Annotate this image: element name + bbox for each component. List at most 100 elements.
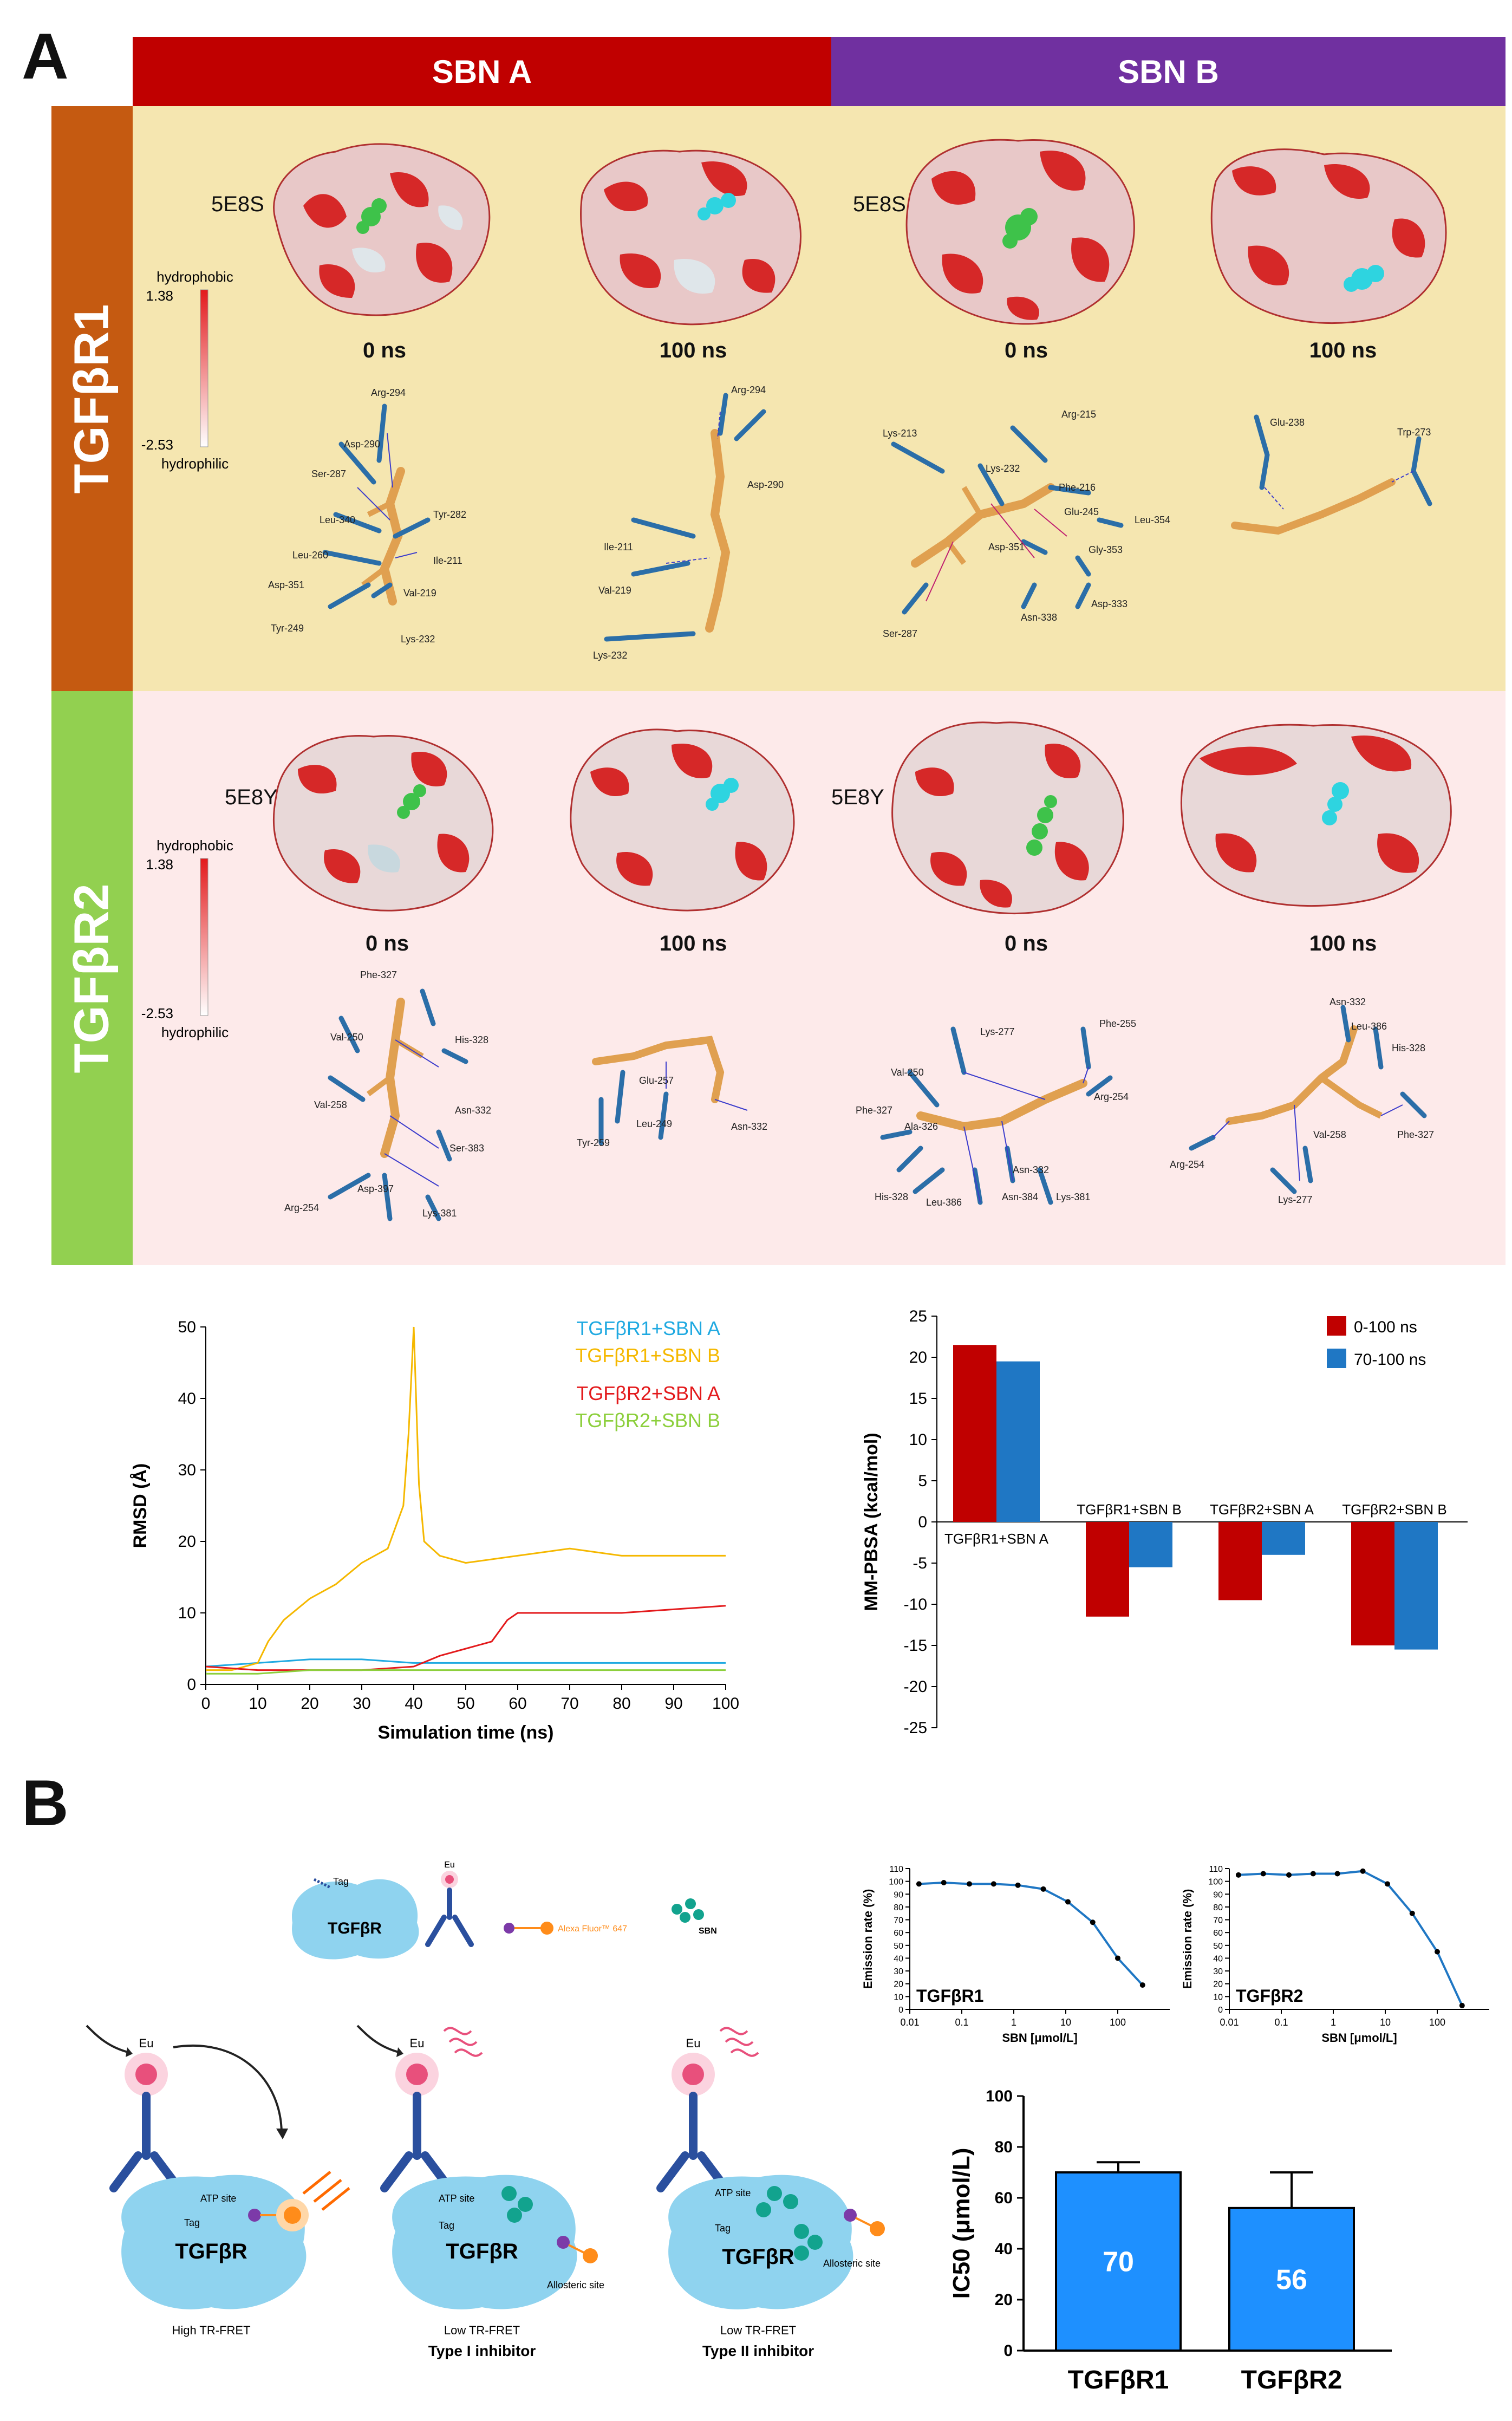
data-point: [1310, 1871, 1316, 1877]
time-label-r1-a-100: 100 ns: [659, 339, 727, 362]
x-tick-label: 30: [353, 1695, 370, 1713]
x-tick-label: 50: [457, 1695, 474, 1713]
residue: Asp-351: [988, 542, 1025, 552]
protein-surface-r1-a-0ns: [273, 143, 491, 316]
residue: Ser-383: [449, 1143, 485, 1154]
x-tick-label: 100: [1110, 2017, 1126, 2028]
residue: Phe-327: [360, 969, 397, 980]
scheme3-atp: ATP site: [715, 2188, 751, 2198]
y-tick-label: 40: [178, 1390, 196, 1408]
legend-dye: Alexa Fluor™ 647: [558, 1924, 627, 1934]
legend-entry: TGFβR1+SBN B: [575, 1344, 720, 1366]
residue: Asp-397: [357, 1183, 394, 1194]
residue: Asn-332: [1013, 1164, 1050, 1175]
time-label-r1-a-0: 0 ns: [362, 339, 407, 362]
y-tick-label: 90: [1213, 1890, 1223, 1899]
x-tick-label: 70: [561, 1695, 578, 1713]
scheme2-title: Type I inhibitor: [428, 2342, 536, 2359]
residue: Glu-257: [639, 1075, 674, 1086]
residue: Asn-332: [455, 1105, 492, 1116]
residue: Gly-353: [1089, 544, 1123, 555]
y-tick-label: -25: [904, 1719, 927, 1737]
interaction-r2-a-100ns: Glu-257 Tyr-259 Leu-249 Asn-332: [569, 1013, 796, 1219]
residue: Ser-287: [883, 628, 918, 639]
x-tick-label: 0.01: [900, 2017, 919, 2028]
y-axis-label: MM‑PBSA (kcal/mol): [861, 1433, 882, 1611]
x-tick-label: 0.1: [1274, 2017, 1288, 2028]
category-label: TGFβR1: [1068, 2366, 1169, 2394]
interaction-r2-b-100ns: Asn-332 Leu-386 His-328 Phe-327 Val-258 …: [1170, 997, 1473, 1257]
pdb-label-r1-b: 5E8S: [853, 192, 906, 216]
residue: Asp-351: [268, 580, 305, 590]
row-label-tgfbr1: TGFβR1: [51, 106, 133, 691]
x-axis-label: Simulation time (ns): [378, 1722, 554, 1743]
x-tick-label: 40: [405, 1695, 422, 1713]
ic50-bar: [1228, 2207, 1355, 2352]
protein-surface-r2-a-100ns: [570, 728, 795, 912]
data-point: [1115, 1955, 1120, 1961]
y-tick-label: 70: [1213, 1916, 1223, 1925]
scheme3-title: Type II inhibitor: [702, 2342, 814, 2359]
residue: Asp-290: [747, 479, 784, 490]
category-label: TGFβR2+SBN B: [1342, 1501, 1446, 1518]
residue: Glu-245: [1064, 506, 1099, 517]
header-sbn-b: SBN B: [831, 37, 1506, 106]
data-point: [1409, 1910, 1415, 1916]
scheme2-caption: Low TR-FRET: [444, 2324, 520, 2337]
y-tick-label: 40: [995, 2240, 1013, 2258]
data-point: [1139, 1982, 1145, 1988]
residue: Asn-332: [1329, 997, 1366, 1007]
x-tick-label: 10: [249, 1695, 266, 1713]
residue: Asn-384: [1002, 1192, 1039, 1202]
interaction-r1-a-0ns: Arg-294 Asp-290 Ser-287 Leu-340 Tyr-282 …: [255, 379, 509, 682]
time-label-r1-b-0: 0 ns: [1004, 339, 1048, 362]
data-point: [990, 1881, 996, 1887]
mmpbsa-bar-chart: 25 20 15 10 5 0 -5 -10 -15 -20 -25 MM‑PBSA (kcal/mo…: [861, 1307, 1468, 1737]
data-point: [1384, 1881, 1390, 1887]
x-tick-label: 10: [1060, 2017, 1071, 2028]
cb2-bottom-value: -2.53: [141, 1005, 173, 1021]
cb1-bottom-label: hydrophilic: [161, 455, 229, 472]
residue: Val-219: [598, 585, 631, 596]
residue: Lys-232: [986, 463, 1020, 474]
residue: Arg-254: [1170, 1159, 1205, 1170]
y-tick-label: 50: [894, 1942, 903, 1951]
y-tick-label: -15: [904, 1637, 927, 1655]
legend-tag: Tag: [333, 1876, 349, 1887]
residue: Glu-238: [1270, 417, 1305, 428]
legend-swatch: [1327, 1316, 1346, 1336]
row-label-tgfbr2: TGFβR2: [51, 691, 133, 1265]
y-tick-label: 90: [894, 1890, 903, 1899]
x-axis-label: SBN [μmol/L]: [1002, 2031, 1077, 2045]
y-tick-label: 30: [178, 1461, 196, 1479]
scheme-high-fret: Eu TGFβR ATP site Tag High TR-FRET: [86, 2025, 350, 2337]
residue: Tyr-249: [271, 623, 304, 634]
residue: Lys-277: [980, 1026, 1015, 1037]
scheme1-eu: Eu: [139, 2036, 154, 2050]
x-tick-label: 0: [201, 1695, 211, 1713]
category-label: TGFβR1+SBN B: [1077, 1501, 1181, 1518]
data-point: [1235, 1872, 1241, 1878]
cb2-bottom-label: hydrophilic: [161, 1024, 229, 1040]
category-label: TGFβR2: [1241, 2366, 1342, 2394]
protein-surface-r2-b-100ns: [1180, 724, 1452, 907]
x-tick-label: 100: [712, 1695, 739, 1713]
residue: Leu-386: [926, 1197, 962, 1208]
residue: Val-219: [403, 588, 436, 598]
residue: Leu-340: [320, 515, 356, 525]
residue: Phe-255: [1099, 1018, 1137, 1029]
y-tick-label: 30: [894, 1967, 903, 1976]
scheme2-atp: ATP site: [439, 2193, 474, 2204]
residue: Asp-290: [344, 439, 381, 450]
x-tick-label: 90: [664, 1695, 682, 1713]
scheme1-tag: Tag: [184, 2217, 200, 2228]
fit-curve: [1238, 1870, 1463, 2006]
protein-surface-r1-a-100ns: [580, 149, 801, 326]
y-tick-label: 0: [1003, 2342, 1013, 2360]
y-tick-label: 110: [889, 1865, 903, 1874]
protein-surface-r1-b-100ns: [1210, 148, 1447, 324]
y-tick-label: 60: [1213, 1929, 1223, 1938]
time-label-r2-a-0: 0 ns: [365, 932, 409, 955]
residue: Lys-381: [422, 1208, 457, 1219]
x-tick-label: 20: [301, 1695, 318, 1713]
